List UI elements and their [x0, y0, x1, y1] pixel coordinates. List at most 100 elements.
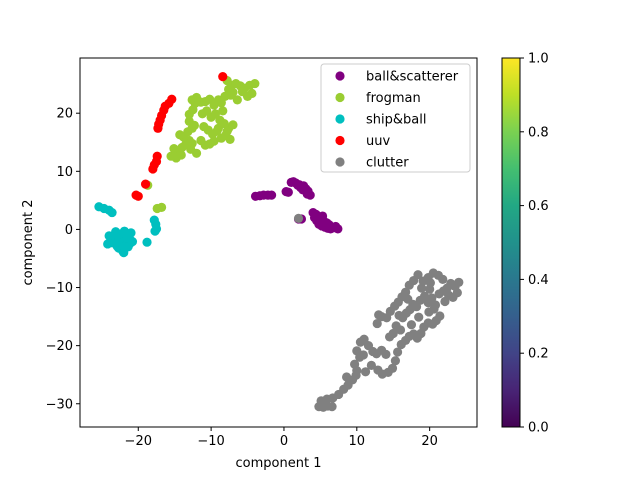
data-point: [237, 87, 248, 97]
legend-marker: [335, 92, 345, 103]
data-point: [309, 213, 320, 223]
data-point: [150, 226, 160, 236]
data-point: [324, 220, 334, 230]
data-point: [374, 310, 384, 320]
data-point: [283, 187, 293, 197]
colorbar-gradient: [501, 57, 521, 428]
data-point: [232, 95, 242, 105]
legend: ball&scatterer frogman ship&ball uuv clutter: [320, 63, 471, 173]
data-point: [435, 311, 445, 321]
data-point: [390, 356, 401, 366]
data-point: [414, 312, 424, 322]
series-4: [293, 213, 464, 412]
data-point: [384, 332, 395, 342]
y-tick-label: 10: [56, 165, 73, 180]
data-point: [333, 224, 343, 234]
data-point: [119, 248, 129, 258]
data-point: [104, 231, 114, 241]
data-point: [296, 182, 306, 193]
legend-label: uuv: [366, 134, 390, 149]
colorbar-tick-label: 1.0: [528, 52, 549, 67]
data-point: [153, 123, 163, 133]
y-tick-label: −30: [46, 397, 73, 412]
colorbar-tick-label: 0.0: [528, 421, 549, 436]
data-point: [189, 120, 199, 131]
data-point: [186, 144, 196, 154]
y-axis-label: component 2: [21, 200, 36, 286]
data-point: [266, 190, 277, 200]
data-point: [176, 150, 186, 160]
colorbar-tick-label: 0.2: [528, 347, 549, 362]
x-tick-label: 20: [421, 434, 438, 449]
data-point: [418, 276, 428, 286]
data-point: [387, 363, 398, 373]
legend-marker: [335, 135, 345, 146]
colorbar: [501, 57, 521, 428]
data-point: [394, 310, 404, 321]
data-point: [327, 402, 337, 412]
series-3: [131, 72, 228, 201]
data-point: [111, 227, 121, 237]
data-point: [175, 130, 185, 140]
data-point: [425, 278, 435, 288]
data-point: [213, 123, 223, 133]
y-axis-ticks: −30 −20 −10 0 10 20: [46, 107, 80, 412]
series-1: [143, 76, 260, 214]
data-point: [403, 294, 413, 304]
data-point: [352, 346, 362, 356]
x-tick-label: −10: [197, 434, 224, 449]
y-tick-label: −20: [46, 339, 73, 354]
data-point: [228, 120, 238, 130]
data-point: [381, 349, 391, 359]
data-point: [350, 359, 360, 369]
x-tick-label: −20: [125, 434, 152, 449]
plot-frame: [79, 57, 478, 428]
data-point: [103, 239, 113, 249]
y-tick-label: −10: [46, 281, 73, 296]
data-point: [317, 211, 328, 221]
x-axis-label: component 1: [236, 456, 322, 471]
data-point: [454, 277, 464, 287]
data-point: [391, 321, 401, 331]
data-point: [358, 350, 368, 360]
data-point: [140, 179, 151, 189]
data-point: [209, 136, 219, 146]
data-point: [218, 72, 228, 82]
data-point: [360, 367, 371, 377]
data-point: [372, 318, 382, 329]
colorbar-ticks: 0.0 0.2 0.4 0.6 0.8 1.0: [520, 52, 549, 436]
data-point: [156, 202, 167, 212]
legend-marker: [335, 157, 345, 167]
data-point: [406, 320, 417, 330]
y-tick-label: 20: [56, 107, 73, 122]
x-tick-label: 10: [349, 434, 366, 449]
data-point: [166, 151, 176, 161]
data-point: [342, 372, 352, 382]
series-2: [94, 202, 162, 258]
legend-marker: [335, 114, 345, 124]
x-axis-ticks: −20 −10 0 10 20: [125, 427, 438, 449]
colorbar-tick-label: 0.6: [528, 199, 549, 214]
data-point: [393, 347, 403, 357]
data-point: [293, 213, 304, 223]
data-point: [417, 283, 427, 293]
colorbar-tick-label: 0.4: [528, 273, 549, 288]
data-point: [225, 134, 235, 144]
colorbar-tick-label: 0.8: [528, 125, 549, 140]
legend-box: [320, 63, 471, 173]
data-point: [440, 296, 450, 307]
legend-label: frogman: [366, 91, 421, 106]
data-point: [142, 237, 152, 247]
data-point: [218, 106, 228, 116]
data-point: [113, 237, 123, 247]
data-point: [222, 126, 232, 136]
data-point: [427, 293, 437, 303]
legend-marker: [335, 71, 345, 81]
data-points: [94, 72, 464, 412]
data-point: [169, 144, 179, 154]
legend-label: ship&ball: [366, 113, 426, 128]
data-point: [250, 78, 260, 89]
data-point: [131, 190, 141, 200]
data-point: [366, 360, 376, 370]
